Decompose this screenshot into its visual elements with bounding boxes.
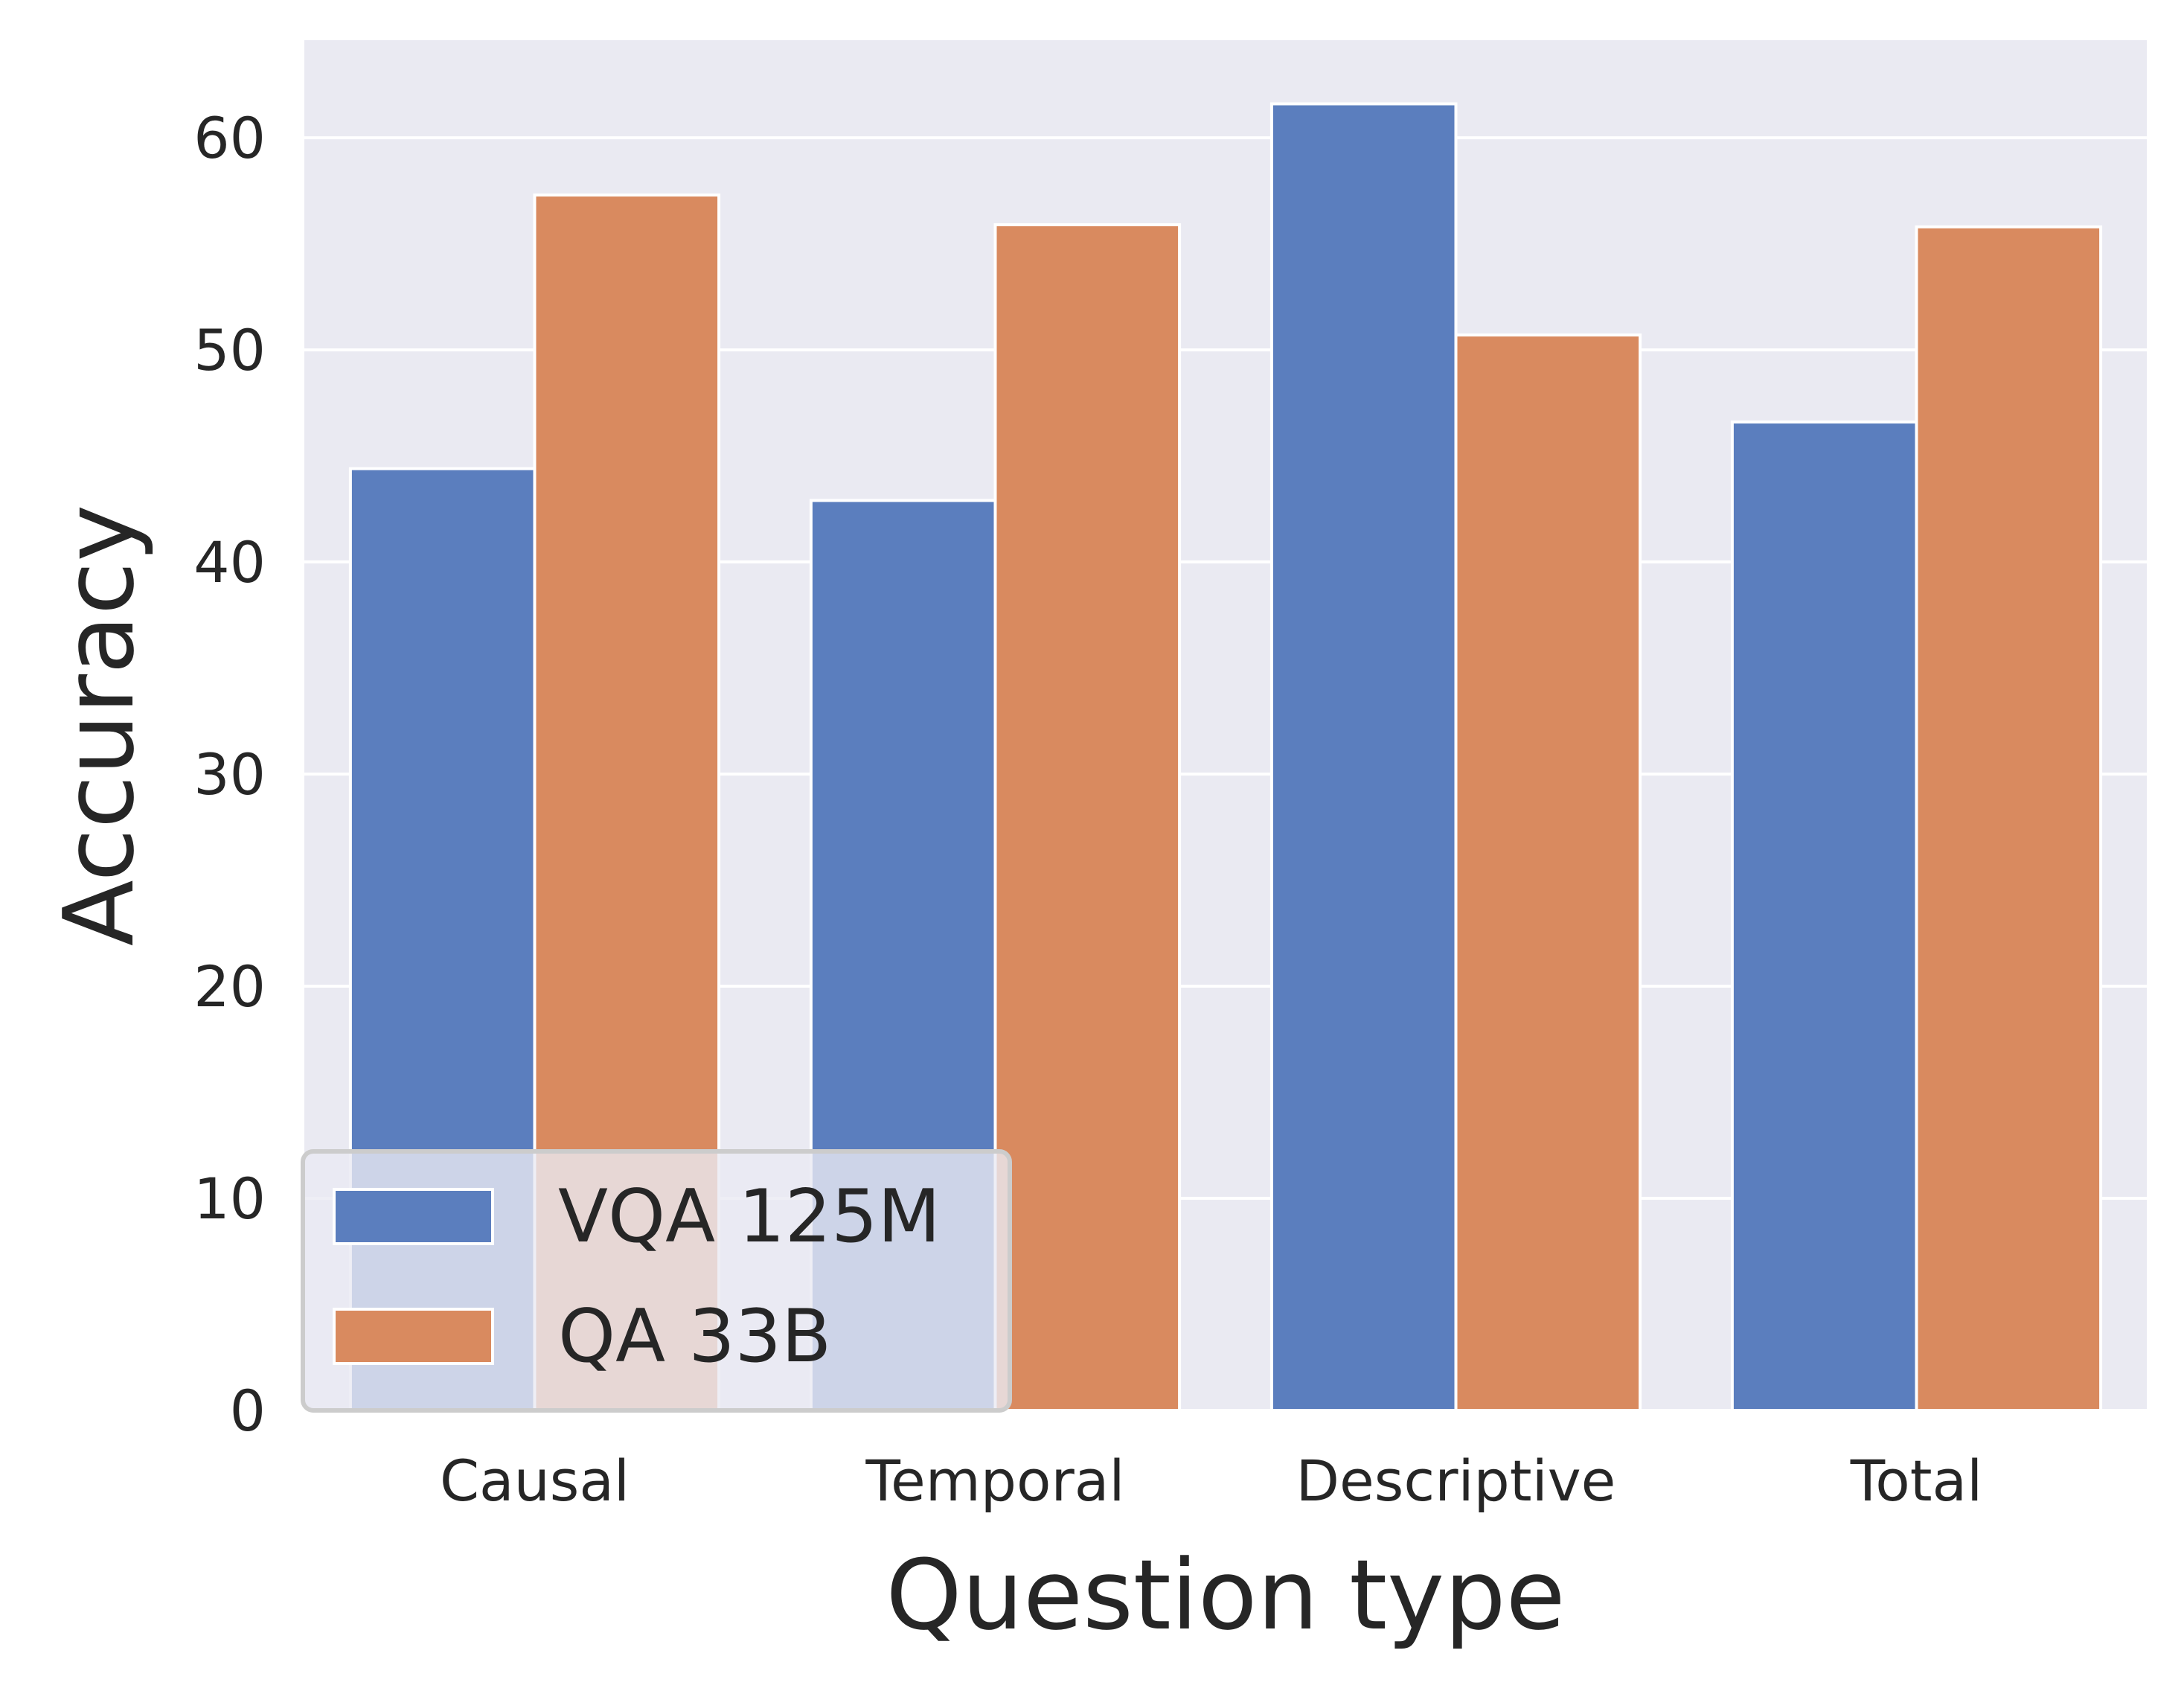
y-tick-label: 50 (193, 317, 266, 383)
legend: VQA 125M QA 33B (301, 1149, 1012, 1413)
bar-qa-33b-total (1915, 225, 2103, 1412)
y-tick-label: 40 (193, 529, 266, 595)
legend-swatch (333, 1188, 494, 1245)
x-tick-labels: Causal Temporal Descriptive Total (440, 1448, 1982, 1514)
bar-qa-33b-descriptive (1454, 333, 1642, 1412)
y-tick-labels: 0 10 20 30 40 50 60 (193, 105, 266, 1444)
y-tick-label: 0 (230, 1378, 266, 1444)
x-tick-label: Total (1850, 1448, 1983, 1514)
x-tick-label: Descriptive (1296, 1448, 1616, 1514)
legend-swatch (333, 1308, 494, 1365)
legend-label: VQA 125M (558, 1174, 941, 1259)
y-axis-label: Accuracy (42, 505, 156, 947)
y-tick-label: 30 (193, 741, 266, 808)
bar-vqa-125m-descriptive (1269, 102, 1458, 1412)
x-tick-label: Causal (440, 1448, 630, 1514)
y-tick-label: 60 (193, 105, 266, 171)
y-tick-label: 10 (193, 1166, 266, 1232)
bar-vqa-125m-total (1730, 420, 1918, 1412)
x-axis-label: Question type (886, 1538, 1565, 1652)
x-tick-label: Temporal (865, 1448, 1125, 1514)
y-tick-label: 20 (193, 953, 266, 1020)
legend-label: QA 33B (558, 1294, 831, 1379)
bar-qa-33b-temporal (993, 223, 1182, 1412)
